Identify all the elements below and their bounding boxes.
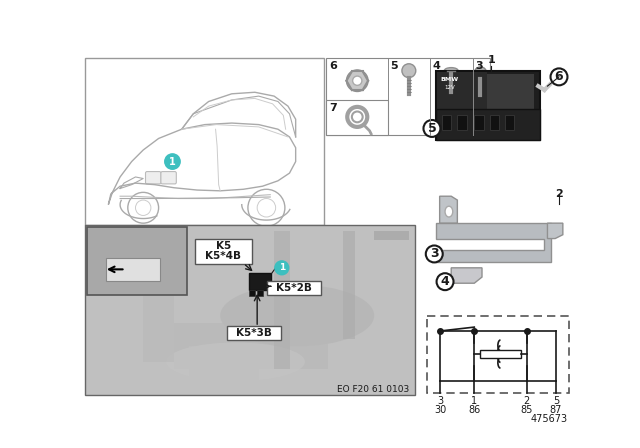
Bar (274, 231, 289, 370)
Ellipse shape (477, 93, 484, 96)
Polygon shape (451, 268, 482, 283)
Bar (250, 273, 271, 290)
Text: 2: 2 (555, 189, 563, 198)
Circle shape (474, 67, 486, 79)
Circle shape (164, 154, 180, 169)
Bar (87, 227, 187, 295)
Text: 3: 3 (430, 247, 438, 260)
Bar (143, 285, 174, 362)
Ellipse shape (220, 285, 374, 346)
Circle shape (353, 76, 362, 85)
Bar (437, 72, 488, 126)
Text: 5: 5 (390, 60, 398, 71)
Circle shape (550, 69, 568, 85)
Text: 6: 6 (329, 60, 337, 71)
Ellipse shape (444, 68, 458, 74)
Ellipse shape (445, 206, 452, 217)
Polygon shape (440, 196, 458, 223)
Bar (86, 225, 415, 395)
Text: K5*2B: K5*2B (276, 283, 312, 293)
Circle shape (436, 273, 454, 290)
Text: 87: 87 (550, 405, 562, 415)
Circle shape (424, 120, 440, 137)
Text: 3: 3 (475, 60, 483, 71)
Text: 5: 5 (428, 122, 436, 135)
Bar (374, 231, 409, 240)
Text: 85: 85 (520, 405, 533, 415)
Text: K5*4B: K5*4B (205, 250, 241, 260)
Text: K5*3B: K5*3B (236, 328, 272, 338)
Circle shape (275, 261, 289, 275)
Text: 2: 2 (524, 396, 530, 406)
Bar (106, 258, 160, 281)
Text: 1: 1 (278, 263, 285, 272)
Bar (488, 74, 534, 121)
Text: 3: 3 (437, 396, 444, 406)
Bar (481, 350, 520, 358)
Bar (86, 58, 324, 225)
Bar (427, 315, 569, 392)
FancyBboxPatch shape (145, 172, 161, 184)
Circle shape (402, 64, 416, 78)
Bar (250, 290, 255, 296)
Text: 1: 1 (471, 396, 477, 406)
Bar (344, 231, 355, 339)
Text: 7: 7 (329, 103, 337, 113)
Text: 5: 5 (553, 396, 559, 406)
Bar (189, 346, 259, 385)
Bar (474, 115, 484, 130)
Circle shape (346, 70, 368, 91)
Text: 12V: 12V (444, 85, 455, 90)
Text: 4: 4 (441, 275, 449, 288)
Text: 475673: 475673 (531, 414, 568, 424)
Polygon shape (436, 223, 551, 262)
FancyBboxPatch shape (227, 326, 281, 340)
Bar (326, 100, 388, 134)
Circle shape (426, 246, 443, 263)
Text: 1: 1 (488, 55, 495, 65)
Text: K5: K5 (216, 241, 231, 251)
Text: EO F20 61 0103: EO F20 61 0103 (337, 385, 409, 394)
Bar (326, 58, 490, 134)
Bar (436, 109, 540, 140)
Bar (257, 290, 262, 296)
Bar (174, 323, 328, 370)
Text: 6: 6 (555, 70, 563, 83)
Text: 1: 1 (169, 156, 176, 167)
Text: 30: 30 (435, 405, 447, 415)
Bar (436, 71, 540, 140)
Bar (458, 115, 467, 130)
Text: 4: 4 (433, 60, 440, 71)
Text: 86: 86 (468, 405, 481, 415)
Bar (505, 115, 515, 130)
FancyBboxPatch shape (267, 281, 321, 295)
FancyBboxPatch shape (161, 172, 176, 184)
Polygon shape (547, 223, 563, 238)
Bar (442, 115, 451, 130)
FancyBboxPatch shape (195, 239, 252, 264)
Bar (490, 115, 499, 130)
Text: BMW: BMW (440, 78, 459, 82)
Ellipse shape (166, 343, 305, 381)
